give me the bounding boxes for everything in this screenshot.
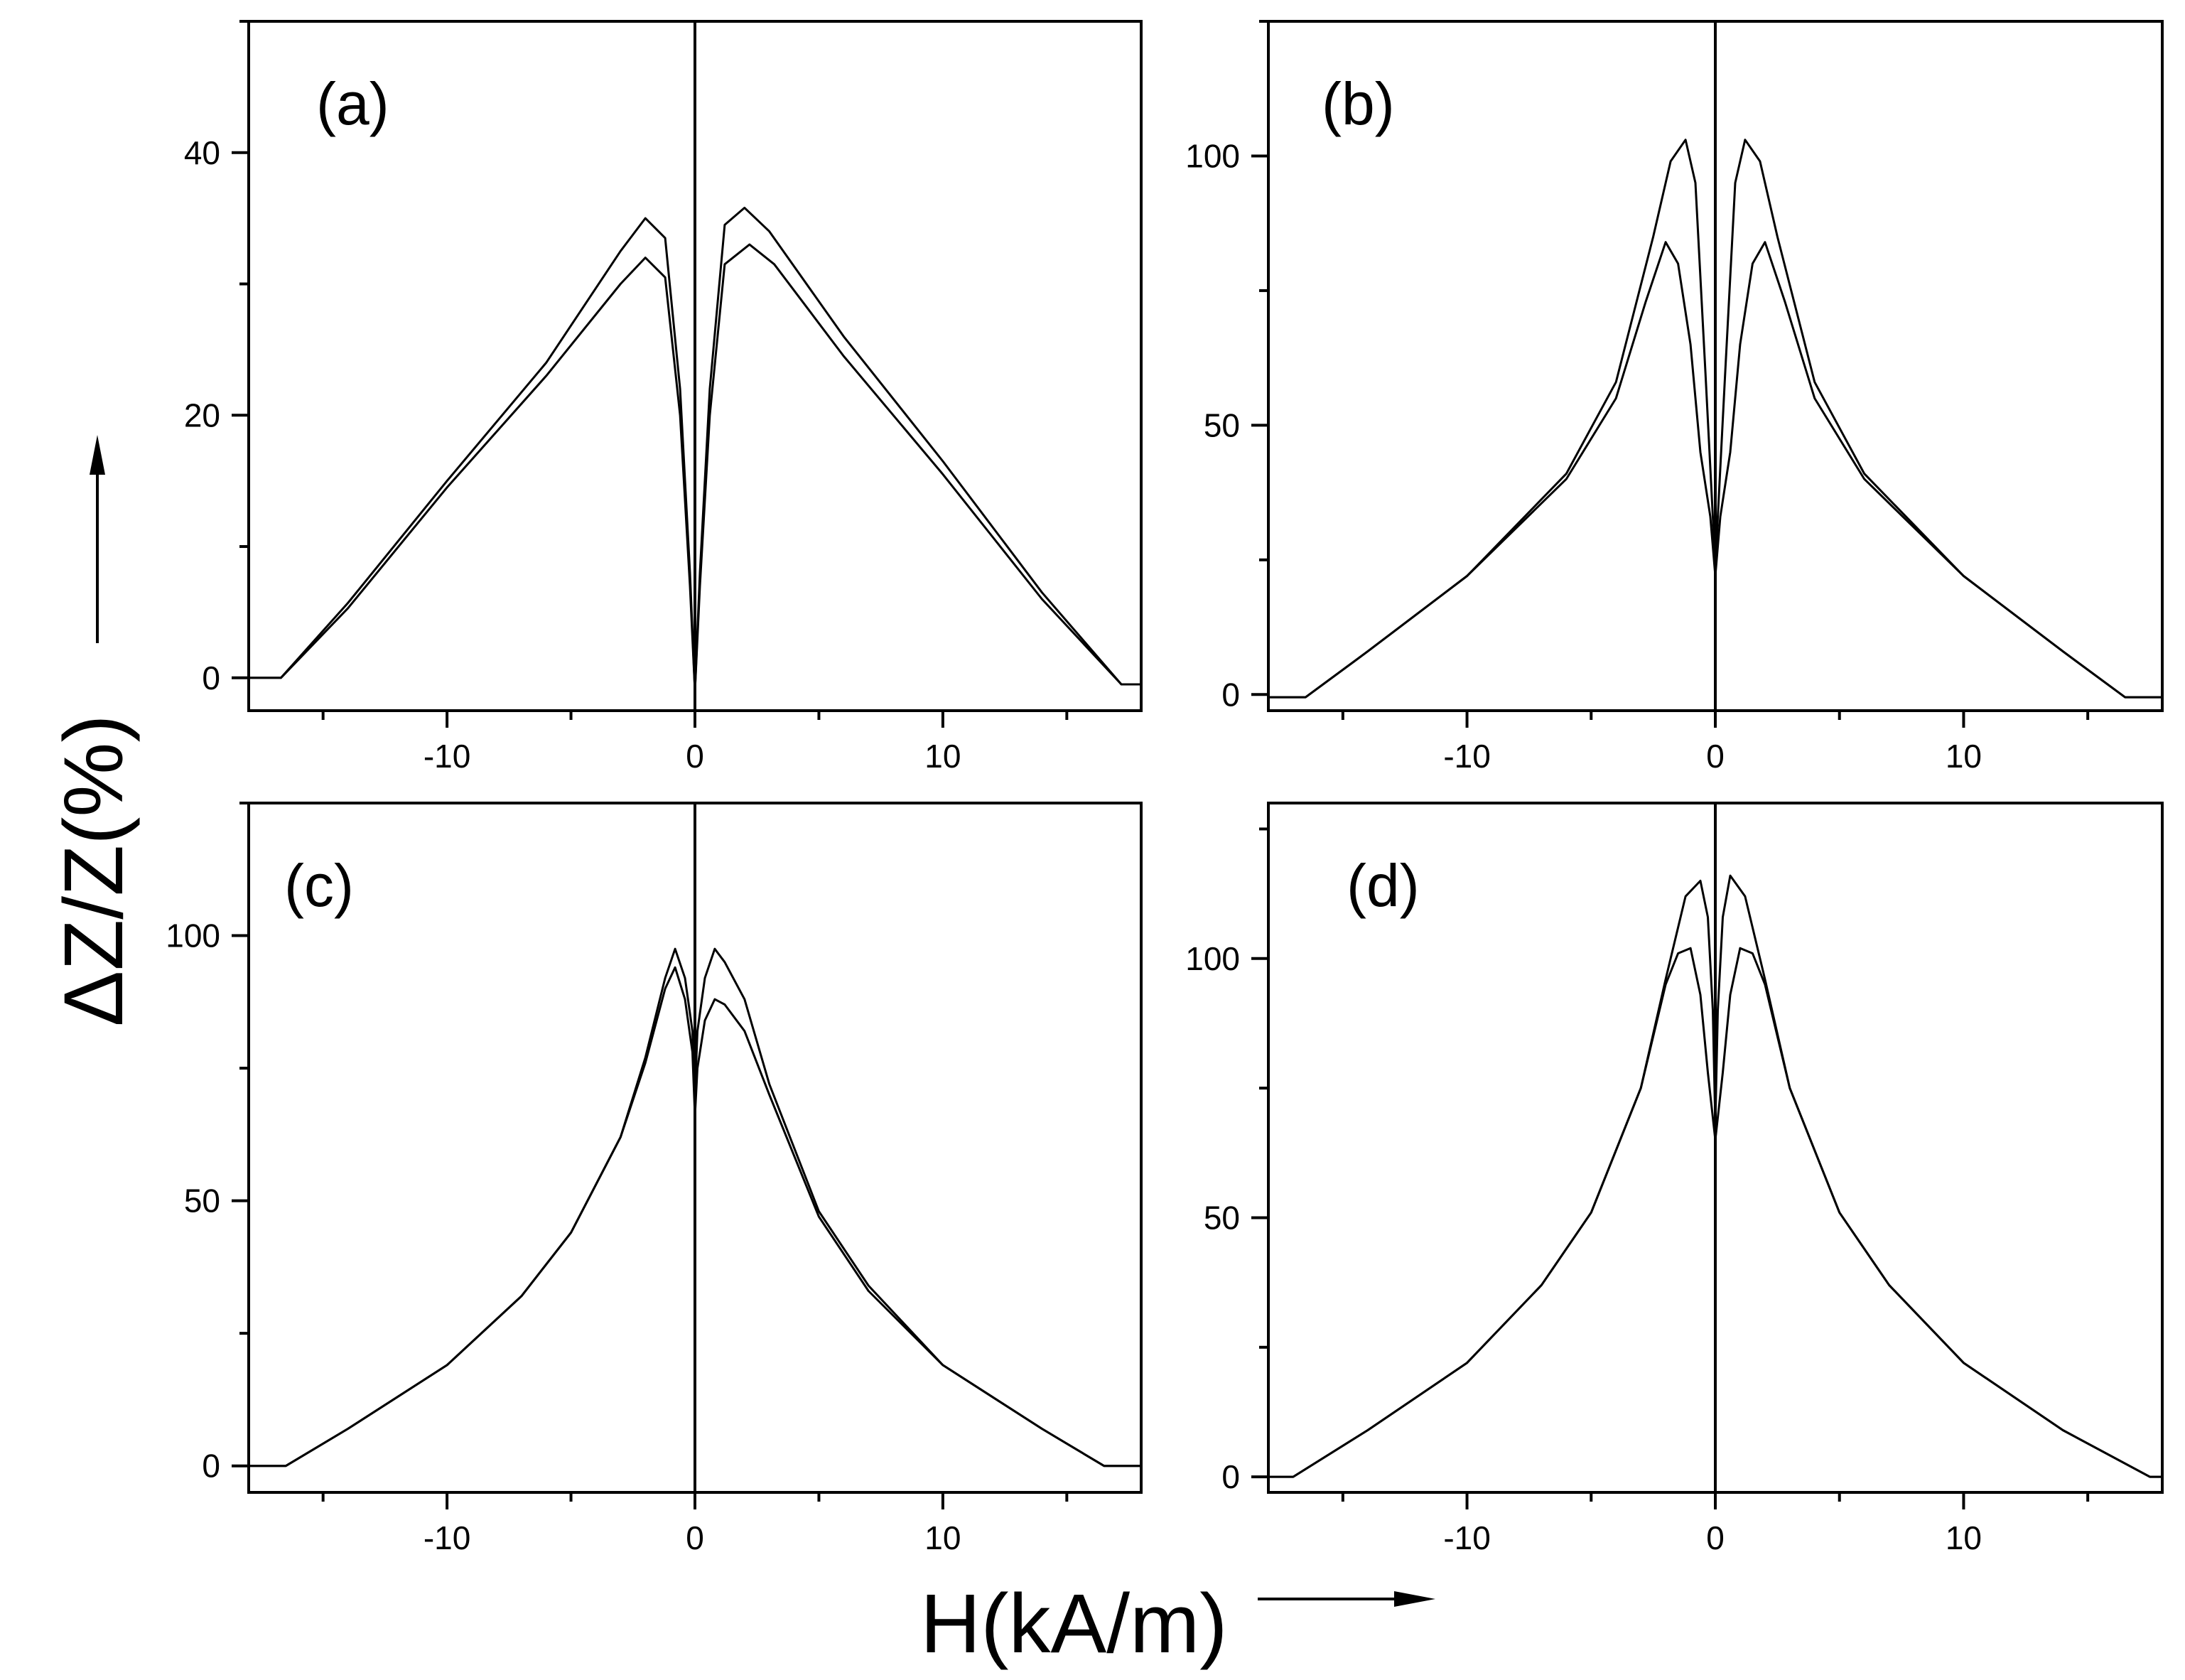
y-axis-title: ΔZ/Z(%)	[47, 714, 141, 1026]
panel-b-x-tick-label: -10	[1443, 738, 1490, 775]
panel-c-x-tick-label: 10	[924, 1519, 961, 1556]
panel-c-y-tick-label: 0	[202, 1448, 220, 1485]
panel-a-x-tick-label: 0	[686, 738, 704, 775]
panel-b-curve-lower	[1268, 241, 2162, 699]
panel-c-y-tick-label: 100	[166, 917, 220, 954]
panel-a-curve-lower	[249, 243, 1141, 692]
panel-d-label: (d)	[1347, 852, 1420, 919]
panel-b-x-tick-label: 10	[1946, 738, 1982, 775]
panel-a-y-tick-label: 40	[184, 134, 220, 171]
panel-b-y-tick-label: 100	[1185, 137, 1240, 174]
panel-d-y-tick-label: 0	[1221, 1458, 1240, 1495]
panel-c-y-tick-label: 50	[184, 1183, 220, 1219]
panel-b-label: (b)	[1322, 70, 1395, 137]
panel-b-x-tick-label: 0	[1706, 738, 1725, 775]
panel-d-x-tick-label: 10	[1946, 1519, 1982, 1556]
panel-d-x-tick-label: 0	[1706, 1519, 1725, 1556]
panel-d-y-tick-label: 100	[1185, 940, 1240, 977]
panel-a: -10 0 10 0 20 40 (a)	[184, 20, 1143, 775]
panel-c-curve-lower	[249, 966, 1141, 1468]
panel-a-y-tick-label: 0	[202, 659, 220, 696]
x-axis-arrow-head	[1394, 1591, 1435, 1607]
panel-c-x-tick-label: 0	[686, 1519, 704, 1556]
panel-c-label: (c)	[284, 852, 354, 919]
y-axis-arrow-head	[90, 435, 105, 475]
panel-b-y-tick-label: 0	[1221, 676, 1240, 713]
panel-c-x-tick-label: -10	[423, 1519, 470, 1556]
panel-d-y-tick-label: 50	[1204, 1199, 1240, 1236]
panel-a-x-tick-label: 10	[924, 738, 961, 775]
panel-a-x-tick-label: -10	[423, 738, 470, 775]
panel-d-curve-lower	[1268, 947, 2162, 1478]
panel-a-label: (a)	[316, 70, 389, 137]
panel-b-y-tick-label: 50	[1204, 406, 1240, 443]
x-axis-title: H(kA/m)	[920, 1577, 1228, 1671]
panel-a-y-tick-label: 20	[184, 397, 220, 434]
panel-d-x-tick-label: -10	[1443, 1519, 1490, 1556]
